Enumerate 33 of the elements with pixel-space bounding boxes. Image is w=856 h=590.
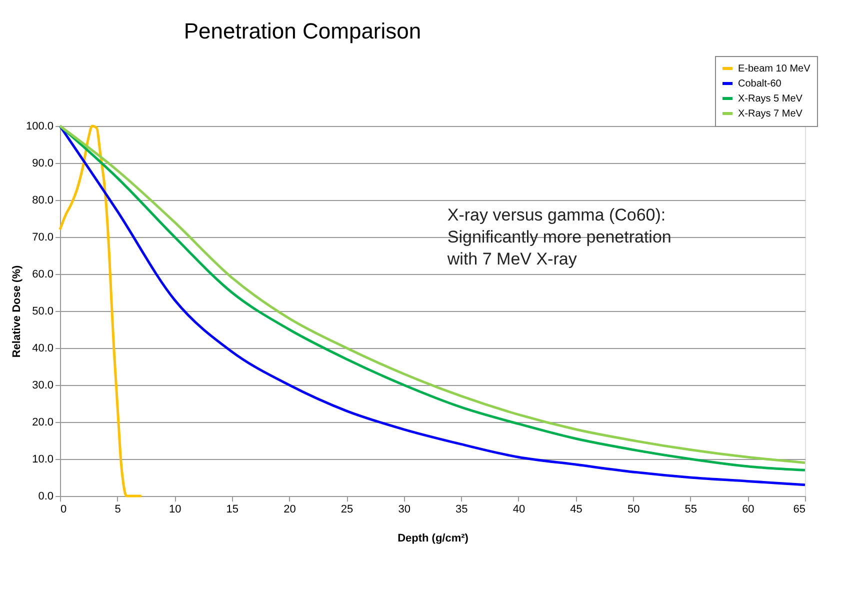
y-axis-title: Relative Dose (%): [10, 265, 23, 358]
x-tick-label: 15: [226, 504, 239, 516]
y-tick-label: 100.0: [26, 120, 54, 132]
legend-label: Cobalt-60: [738, 78, 782, 90]
legend-label: X-Rays 7 MeV: [738, 108, 803, 120]
annotation: X-ray versus gamma (Co60): Significantly more penetration with 7 MeV X-ray: [446, 205, 672, 268]
x-tick-label: 10: [168, 504, 182, 516]
legend-label: E-beam 10 MeV: [738, 64, 811, 74]
x-tick-label: 65: [793, 504, 806, 516]
x-tick-label: 30: [398, 504, 410, 516]
x-tick-label: 40: [512, 504, 526, 516]
x-tick-label: 45: [570, 504, 582, 516]
y-tick-label: 30.0: [32, 380, 54, 392]
x-axis-title: Depth (g/cm²): [398, 532, 469, 544]
chart-title: Penetration Comparison: [184, 18, 422, 44]
y-tick-label: 60.0: [32, 268, 54, 280]
y-tick-label: 80.0: [32, 194, 54, 206]
y-tick-label: 50.0: [32, 306, 54, 318]
y-tick-label: 10.0: [32, 454, 54, 466]
x-tick-label: 35: [456, 504, 468, 516]
x-tick-label: 0: [60, 504, 67, 516]
x-tick-label: 55: [684, 504, 698, 516]
x-tick-label: 20: [284, 504, 296, 516]
y-tick-label: 0.0: [38, 490, 54, 502]
legend-label: X-Rays 5 MeV: [738, 94, 803, 104]
x-tick-label: 50: [627, 504, 640, 516]
y-tick-label: 20.0: [32, 416, 54, 428]
x-tick-label: 25: [340, 504, 354, 516]
y-tick-label: 70.0: [32, 232, 54, 244]
y-tick-label: 40.0: [32, 342, 54, 354]
x-tick-label: 5: [114, 504, 121, 516]
x-tick-label: 60: [742, 504, 754, 516]
y-tick-label: 90.0: [32, 158, 54, 170]
